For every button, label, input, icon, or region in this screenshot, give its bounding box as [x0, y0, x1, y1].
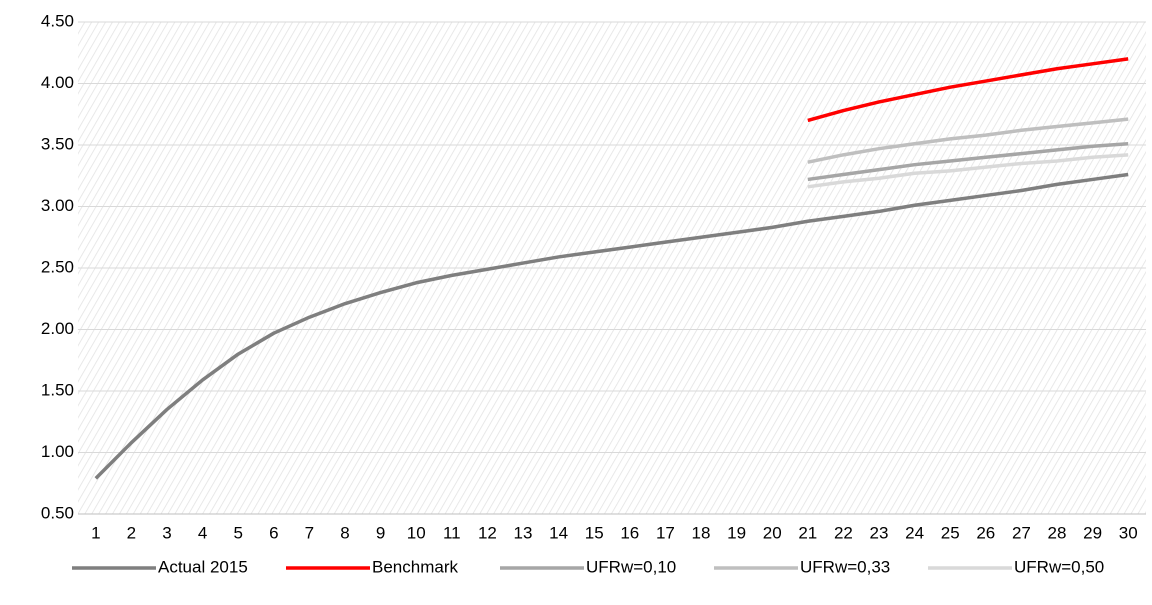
x-tick-label: 8 — [340, 523, 349, 542]
x-tick-label: 30 — [1119, 523, 1138, 542]
x-tick-label: 10 — [407, 523, 426, 542]
y-tick-label: 0.50 — [41, 503, 74, 522]
x-tick-label: 23 — [870, 523, 889, 542]
x-tick-label: 6 — [269, 523, 278, 542]
x-tick-label: 1 — [91, 523, 100, 542]
x-tick-label: 12 — [478, 523, 497, 542]
x-tick-label: 17 — [656, 523, 675, 542]
x-tick-label: 29 — [1083, 523, 1102, 542]
series-line — [807, 117, 1129, 164]
x-tick-label: 15 — [585, 523, 604, 542]
legend-label: Benchmark — [372, 557, 458, 576]
x-tick-label: 25 — [941, 523, 960, 542]
x-tick-label: 11 — [443, 523, 461, 542]
legend-label: UFRw=0,10 — [586, 557, 676, 576]
x-tick-label: 13 — [514, 523, 533, 542]
x-tick-label: 20 — [763, 523, 782, 542]
x-tick-label: 27 — [1012, 523, 1031, 542]
y-tick-label: 3.50 — [41, 134, 74, 153]
x-tick-label: 26 — [976, 523, 995, 542]
legend-label: UFRw=0,33 — [800, 557, 890, 576]
series-line — [94, 172, 1129, 480]
legend-label: Actual 2015 — [158, 557, 248, 576]
y-tick-label: 4.00 — [41, 73, 74, 92]
y-tick-label: 3.00 — [41, 196, 74, 215]
x-tick-label: 19 — [727, 523, 746, 542]
y-tick-label: 1.50 — [41, 380, 74, 399]
y-tick-label: 4.50 — [41, 11, 74, 30]
x-tick-label: 5 — [233, 523, 242, 542]
y-tick-label: 2.50 — [41, 257, 74, 276]
series-line — [807, 153, 1129, 189]
legend-label: UFRw=0,50 — [1014, 557, 1104, 576]
x-tick-label: 28 — [1048, 523, 1067, 542]
y-tick-label: 1.00 — [41, 442, 74, 461]
y-tick-label: 2.00 — [41, 319, 74, 338]
x-tick-label: 24 — [905, 523, 924, 542]
series-line — [807, 57, 1129, 123]
x-tick-label: 22 — [834, 523, 853, 542]
x-tick-label: 9 — [376, 523, 385, 542]
x-tick-label: 2 — [127, 523, 136, 542]
series-line — [807, 142, 1129, 182]
x-tick-label: 14 — [549, 523, 568, 542]
x-tick-label: 7 — [305, 523, 314, 542]
x-tick-label: 18 — [692, 523, 711, 542]
x-tick-label: 3 — [162, 523, 171, 542]
x-tick-label: 16 — [620, 523, 639, 542]
x-tick-label: 21 — [798, 523, 817, 542]
x-tick-label: 4 — [198, 523, 207, 542]
